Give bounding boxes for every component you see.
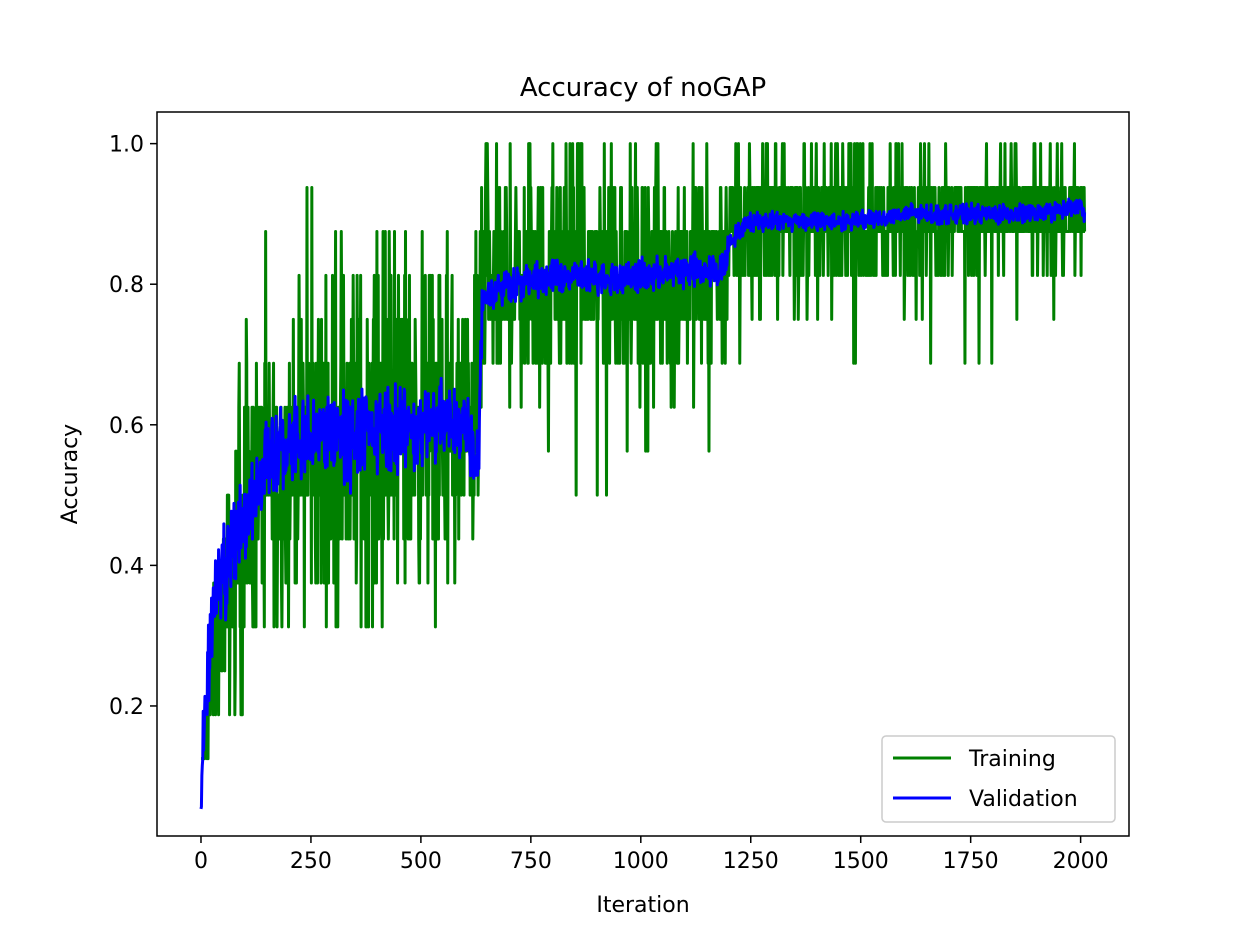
legend-label-validation: Validation [969,787,1078,812]
plot-area-frame [156,111,1130,837]
legend-label-training: Training [968,747,1056,772]
x-tick-label: 500 [400,849,442,874]
x-tick-label: 750 [510,849,552,874]
x-tick-label: 1250 [723,849,779,874]
x-tick-label: 1750 [943,849,999,874]
legend: Training Validation [881,735,1116,823]
y-axis-title: Accuracy [58,424,83,524]
series-layer [199,142,1087,810]
x-axis: 0 250 500 750 1000 1250 1500 1750 2000 [194,836,1109,874]
y-tick-label: 0.6 [109,414,144,439]
y-tick-label: 1.0 [109,133,144,158]
chart-title: Accuracy of noGAP [520,73,766,103]
series-line-validation [199,197,1087,810]
y-tick-label: 0.8 [109,273,144,298]
y-tick-label: 0.4 [109,554,144,579]
x-axis-title: Iteration [596,893,689,918]
x-tick-label: 0 [194,849,208,874]
y-tick-label: 0.2 [109,695,144,720]
y-axis: 0.2 0.4 0.6 0.8 1.0 [109,133,157,720]
x-tick-label: 250 [290,849,332,874]
x-tick-label: 2000 [1053,849,1109,874]
x-tick-label: 1000 [613,849,669,874]
x-tick-label: 1500 [833,849,889,874]
series-line-training [199,142,1087,761]
